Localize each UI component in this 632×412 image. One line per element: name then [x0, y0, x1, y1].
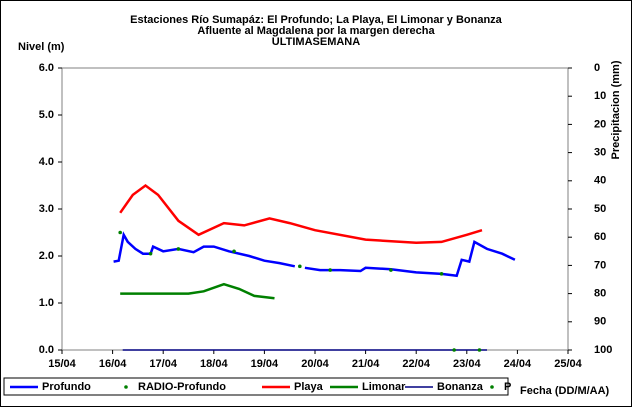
x-tick-label: 17/04 — [149, 358, 177, 370]
x-tick-label: 18/04 — [200, 358, 228, 370]
data-point — [232, 249, 236, 254]
x-tick-label: 24/04 — [504, 358, 532, 370]
y-tick-label: 3.0 — [39, 203, 54, 215]
x-tick-label: 21/04 — [352, 358, 380, 370]
legend-label: Playa — [294, 381, 324, 393]
x-axis-title: Fecha (DD/M/AA) — [520, 385, 610, 397]
legend-label: RADIO-Profundo — [138, 381, 226, 393]
chart-subtitle: Afluente al Magdalena por la margen dere… — [197, 25, 435, 37]
y2-tick-label: 30 — [594, 147, 606, 159]
legend-label: P — [504, 381, 511, 393]
legend-box — [3, 377, 509, 396]
data-point — [176, 247, 181, 251]
y2-tick-label: 40 — [594, 175, 606, 187]
data-point — [298, 264, 302, 269]
legend-marker — [124, 385, 128, 389]
x-tick-label: 23/04 — [453, 358, 481, 370]
y2-tick-label: 90 — [594, 316, 606, 328]
legend-label: Limonar — [362, 381, 406, 393]
y2-tick-label: 10 — [594, 90, 606, 102]
y-tick-label: 4.0 — [39, 156, 54, 168]
y-tick-label: 1.0 — [39, 297, 54, 309]
data-point — [477, 348, 482, 352]
y2-tick-label: 50 — [594, 203, 606, 215]
legend-label: Profundo — [42, 381, 91, 393]
y2-tick-label: 100 — [594, 344, 612, 356]
data-point — [328, 268, 332, 272]
y-tick-label: 0.0 — [39, 344, 54, 356]
y2-tick-label: 80 — [594, 288, 606, 300]
x-tick-label: 25/04 — [554, 358, 582, 370]
legend-marker — [490, 385, 494, 389]
y2-axis-title: Precipitacion (mm) — [610, 60, 622, 159]
series-line — [120, 282, 275, 300]
data-point — [118, 230, 122, 235]
y2-tick-label: 70 — [594, 259, 606, 271]
y-axis-title: Nivel (m) — [18, 41, 65, 53]
chart-title: Estaciones Río Sumapáz: El Profundo; La … — [130, 14, 503, 26]
data-point — [439, 272, 444, 276]
data-point — [452, 348, 456, 352]
x-tick-label: 20/04 — [301, 358, 329, 370]
series-line — [119, 183, 483, 245]
x-tick-label: 19/04 — [251, 358, 279, 370]
y-tick-label: 6.0 — [39, 62, 54, 74]
y2-tick-label: 0 — [594, 62, 600, 74]
x-tick-label: 15/04 — [48, 358, 76, 370]
legend-label: Bonanza — [437, 381, 484, 393]
chart-subtitle: ULTIMASEMANA — [272, 36, 360, 48]
x-tick-label: 22/04 — [402, 358, 430, 370]
y-tick-label: 5.0 — [39, 109, 54, 121]
data-point — [148, 251, 153, 256]
y2-tick-label: 60 — [594, 231, 606, 243]
y-tick-label: 2.0 — [39, 250, 54, 262]
x-tick-label: 16/04 — [99, 358, 127, 370]
y2-tick-label: 20 — [594, 118, 606, 130]
data-point — [389, 268, 393, 272]
